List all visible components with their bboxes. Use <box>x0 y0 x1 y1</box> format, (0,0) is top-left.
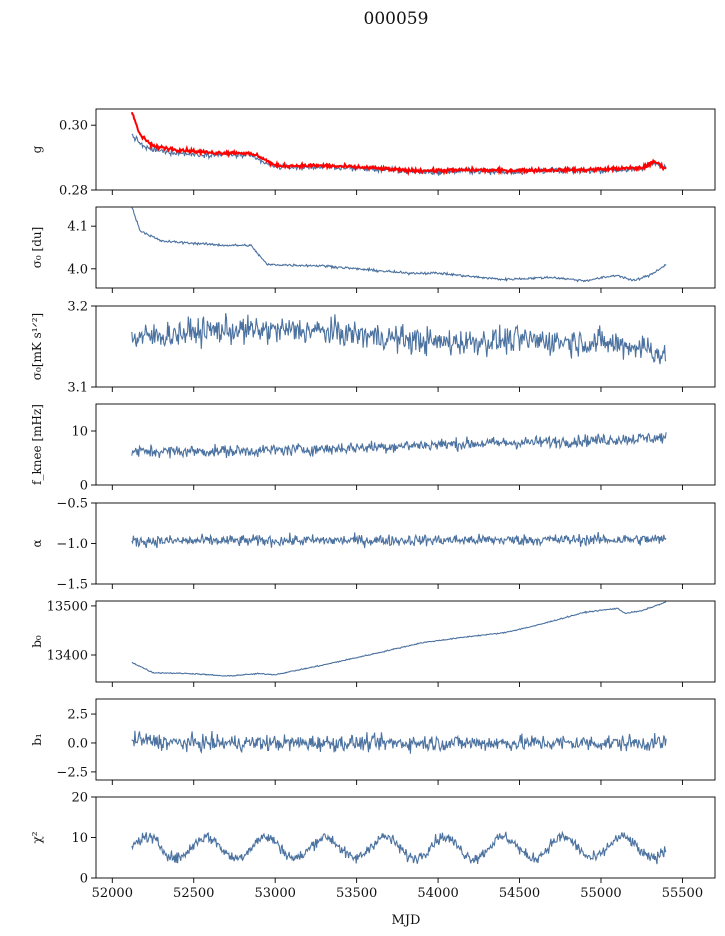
series-line <box>131 207 667 283</box>
axes-frame <box>95 796 716 879</box>
axes-frame <box>95 698 716 781</box>
panel-fknee: 0 10 f_knee [mHz] <box>30 403 716 494</box>
y-tick-label: 3.1 <box>67 381 88 396</box>
axes-frame <box>95 305 716 388</box>
y-axis-label: χ² <box>30 831 44 843</box>
y-axis-label: σ₀[mK s¹ᐟ²] <box>30 313 44 380</box>
axes-frame <box>95 502 716 585</box>
panel-b0: 13400 13500 b₀ <box>30 599 716 687</box>
x-tick-label: 55000 <box>580 886 621 901</box>
axes-frame <box>95 403 716 486</box>
y-axis-label: f_knee [mHz] <box>30 404 44 485</box>
panel-sigma0: 4.0 4.1 σ₀ [du] <box>30 206 716 293</box>
series-line <box>131 432 667 459</box>
series-line <box>131 601 667 677</box>
overlay-line <box>130 111 667 177</box>
y-tick-label: 4.0 <box>67 262 88 277</box>
panel-chi2: 0 10 20 χ² 52000 52500 53000 53500 54000 54500 550… <box>30 791 716 901</box>
panel-b1: −2.5 0.0 2.5 b₁ <box>30 698 716 785</box>
y-tick-label: −1.5 <box>56 578 88 593</box>
y-axis-label: α <box>30 539 44 547</box>
y-tick-label: 10 <box>71 831 88 846</box>
axes-frame <box>95 108 716 191</box>
y-tick-label: 2.5 <box>67 708 88 723</box>
panel-alpha: −1.5 −1.0 −0.5 α <box>30 497 716 593</box>
series-line <box>131 531 667 549</box>
y-axis-label: σ₀ [du] <box>30 227 44 269</box>
y-tick-label: −2.5 <box>56 765 88 780</box>
panels: 0.28 0.30 g 4.0 4.1 σ₀ [du] 3.1 3.2 σ₀[mK s¹ᐟ²] 0… <box>30 108 716 901</box>
series-line <box>131 730 667 755</box>
axes-frame <box>95 206 716 289</box>
y-tick-label: 13500 <box>47 599 88 614</box>
series-line <box>131 830 667 865</box>
panel-g: 0.28 0.30 g <box>30 108 716 199</box>
y-tick-label: −1.0 <box>56 537 88 552</box>
x-tick-label: 53000 <box>255 886 296 901</box>
y-tick-label: 10 <box>71 425 88 440</box>
y-tick-label: 3.2 <box>67 300 88 315</box>
panel-sigma0K: 3.1 3.2 σ₀[mK s¹ᐟ²] <box>30 300 716 396</box>
x-tick-label: 52000 <box>92 886 133 901</box>
x-tick-label: 52500 <box>173 886 214 901</box>
y-tick-label: 0 <box>80 872 88 887</box>
y-tick-label: 20 <box>71 791 88 806</box>
figure-title: 000059 <box>364 9 429 29</box>
x-tick-label: 54500 <box>499 886 540 901</box>
x-tick-label: 55500 <box>662 886 703 901</box>
y-tick-label: 13400 <box>47 649 88 664</box>
y-tick-label: 4.1 <box>67 220 88 235</box>
y-tick-label: 0.0 <box>67 736 88 751</box>
y-tick-label: 0.28 <box>59 184 88 199</box>
y-tick-label: 0 <box>80 479 88 494</box>
x-axis-label: MJD <box>392 913 421 928</box>
y-axis-label: b₀ <box>30 635 44 648</box>
x-tick-label: 53500 <box>336 886 377 901</box>
y-axis-label: g <box>30 145 44 153</box>
y-tick-label: −0.5 <box>56 497 88 512</box>
series-line <box>131 313 667 365</box>
x-tick-label: 54000 <box>417 886 458 901</box>
y-axis-label: b₁ <box>30 733 44 746</box>
axes-frame <box>95 600 716 683</box>
y-tick-label: 0.30 <box>59 119 88 134</box>
